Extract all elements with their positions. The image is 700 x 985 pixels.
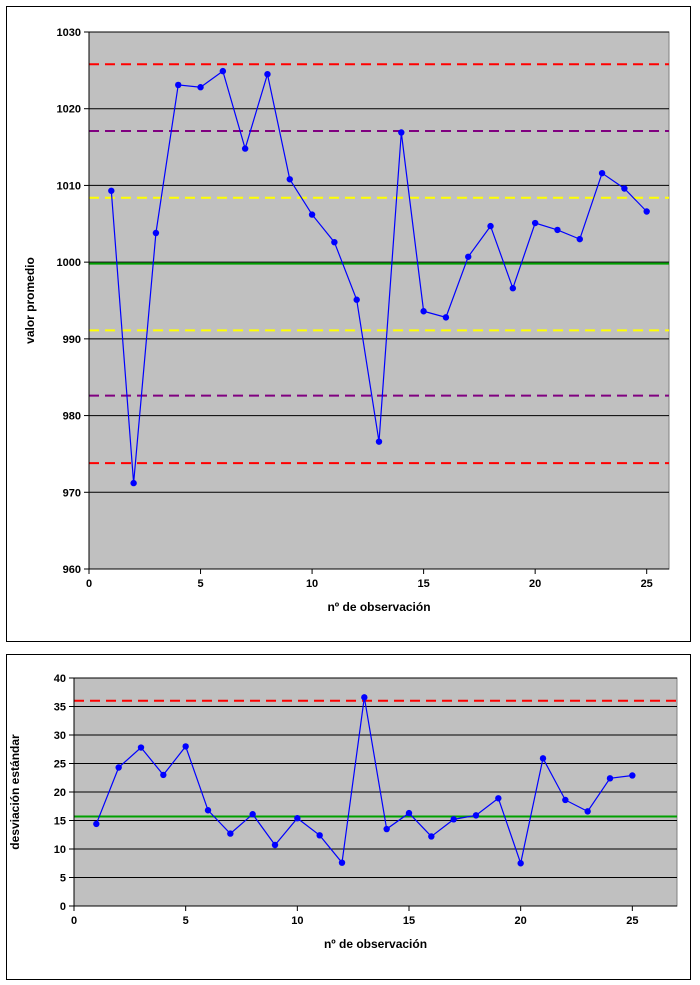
data-point	[175, 81, 182, 89]
data-point	[115, 764, 122, 771]
y-axis-title: desviación estándar	[8, 734, 22, 850]
data-point	[398, 129, 405, 136]
data-point	[383, 825, 390, 833]
y-tick-label: 20	[54, 787, 66, 799]
x-tick-label: 0	[71, 915, 77, 927]
data-point	[629, 772, 636, 779]
y-tick-label: 1010	[57, 180, 81, 192]
x-tick-label: 0	[86, 578, 92, 590]
y-tick-label: 25	[54, 759, 66, 771]
data-point	[353, 296, 360, 303]
data-point	[509, 285, 517, 292]
data-point	[606, 775, 614, 782]
y-axis-title: valor promedio	[23, 257, 37, 344]
y-tick-label: 5	[60, 873, 66, 885]
data-point	[621, 185, 628, 192]
stddev-chart: 0 5 10 15 20 25 30 35 40 0 5 10 15 20 25 nº de observac…	[8, 673, 678, 951]
y-tick-label: 1020	[57, 104, 81, 116]
data-point	[495, 795, 502, 802]
data-point	[130, 479, 137, 487]
y-tick-label: 10	[54, 844, 66, 856]
y-tick-label: 960	[63, 564, 81, 576]
data-point	[271, 841, 279, 849]
data-point	[93, 820, 100, 828]
x-tick-label: 20	[515, 915, 527, 927]
data-point	[562, 796, 569, 804]
y-tick-label: 0	[60, 901, 66, 913]
data-point	[160, 771, 167, 779]
data-point	[286, 176, 293, 183]
x-tick-label: 10	[291, 915, 303, 927]
y-tick-label: 980	[63, 411, 81, 423]
y-tick-label: 990	[63, 334, 81, 346]
x-tick-label: 15	[417, 578, 429, 590]
data-point	[554, 226, 561, 234]
data-point	[264, 70, 271, 78]
x-tick-label: 15	[403, 915, 415, 927]
data-point	[420, 308, 427, 315]
data-point	[227, 830, 234, 837]
data-point	[465, 253, 472, 260]
plot-area	[88, 31, 670, 570]
chart-panel-stddev: 0 5 10 15 20 25 30 35 40 0 5 10 15 20 25 nº de observac…	[6, 654, 691, 980]
data-point	[442, 314, 450, 321]
data-point	[308, 211, 316, 218]
data-point	[517, 860, 524, 867]
data-point	[182, 743, 189, 750]
data-point	[219, 67, 227, 75]
x-tick-label: 5	[197, 578, 203, 590]
y-tick-label: 15	[54, 816, 66, 828]
x-tick-label: 20	[529, 578, 541, 590]
data-point	[428, 833, 435, 840]
data-point	[531, 219, 539, 227]
data-point	[137, 744, 145, 751]
data-point	[331, 238, 338, 246]
data-point	[338, 859, 346, 866]
y-tick-label: 970	[63, 487, 81, 499]
y-tick-label: 40	[54, 673, 66, 685]
y-tick-label: 35	[54, 702, 66, 714]
mean-chart: 960 970 980 990 1000 1010 1020 1030 0 5 10 15 20 25 nº…	[23, 27, 670, 614]
data-point	[197, 84, 204, 91]
x-axis-title: nº de observación	[324, 937, 427, 951]
data-point	[405, 809, 413, 817]
data-point	[152, 229, 160, 237]
x-axis-title: nº de observación	[327, 600, 430, 614]
data-point	[241, 145, 249, 152]
data-point	[204, 807, 212, 814]
data-point	[361, 694, 368, 701]
y-tick-label: 1030	[57, 27, 81, 39]
chart-panel-mean: 960 970 980 990 1000 1010 1020 1030 0 5 10 15 20 25 nº…	[6, 6, 691, 642]
x-tick-label: 25	[641, 578, 653, 590]
data-point	[472, 812, 480, 819]
data-point	[643, 208, 650, 215]
data-point	[249, 811, 256, 818]
data-point	[294, 815, 301, 822]
data-point	[539, 755, 547, 762]
data-point	[598, 169, 606, 177]
x-tick-label: 5	[183, 915, 189, 927]
data-point	[450, 816, 457, 823]
data-point	[487, 222, 494, 230]
y-tick-label: 1000	[57, 257, 81, 269]
data-point	[576, 235, 583, 243]
data-point	[316, 832, 323, 839]
data-point	[108, 187, 115, 194]
x-tick-label: 25	[626, 915, 638, 927]
data-point	[584, 808, 591, 815]
y-tick-label: 30	[54, 730, 66, 742]
data-point	[375, 438, 383, 445]
x-tick-label: 10	[306, 578, 318, 590]
